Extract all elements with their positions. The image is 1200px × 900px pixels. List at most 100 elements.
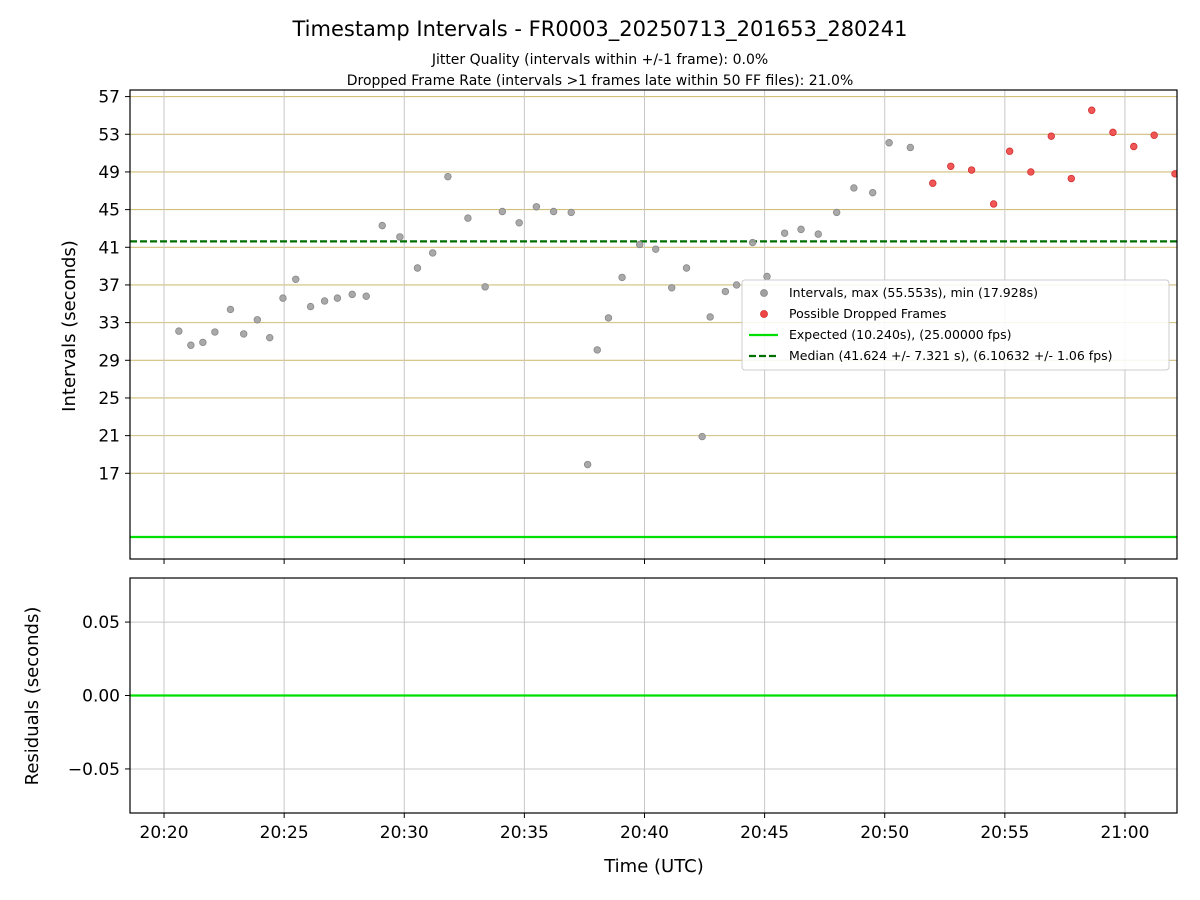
interval-point [378, 221, 386, 230]
interval-point [668, 284, 676, 292]
interval-point [832, 208, 841, 217]
interval-point [362, 292, 370, 300]
interval-point [780, 229, 789, 237]
intervals-y-tick-label: 37 [98, 276, 120, 296]
x-tick-label: 21:00 [1100, 823, 1149, 843]
interval-point [333, 294, 342, 302]
interval-point [604, 314, 613, 322]
intervals-plot-frame [129, 89, 1178, 560]
interval-point [481, 283, 489, 291]
interval-point [682, 264, 691, 272]
dropped-frame-point [989, 200, 998, 208]
residuals-y-axis-label: Residuals (seconds) [22, 607, 43, 786]
interval-point [306, 302, 315, 311]
dropped-frame-point [1130, 142, 1138, 151]
residuals-y-tick-label: 0.00 [82, 687, 120, 707]
x-tick-label: 20:25 [260, 823, 309, 843]
dropped-frame-point [1088, 106, 1096, 114]
dropped-frame-point [1027, 168, 1035, 176]
interval-point [266, 333, 274, 342]
intervals-y-tick-label: 57 [98, 88, 120, 108]
interval-point [869, 188, 877, 197]
interval-point [515, 219, 523, 227]
interval-point [253, 316, 262, 324]
intervals-y-tick-label: 41 [98, 238, 120, 258]
intervals-y-tick-label: 29 [98, 351, 120, 371]
interval-point [320, 297, 329, 305]
legend-label-dropped: Possible Dropped Frames [789, 306, 946, 321]
interval-point [428, 249, 437, 257]
dropped-frame-point [967, 166, 976, 174]
legend-marker-intervals [760, 289, 768, 297]
x-tick-label: 20:35 [500, 823, 549, 843]
interval-point [618, 273, 626, 282]
interval-point [175, 327, 183, 335]
interval-point [721, 287, 730, 296]
chart-title: Timestamp Intervals - FR0003_20250713_20… [291, 17, 907, 42]
interval-point [748, 238, 757, 247]
interval-point [698, 432, 706, 441]
interval-point [279, 294, 287, 302]
dropped-frame-point [947, 162, 955, 170]
dropped-frame-point [1109, 128, 1117, 137]
intervals-y-tick-label: 17 [98, 464, 120, 484]
residuals-plot-frame [129, 577, 1178, 814]
interval-point [292, 275, 300, 283]
dropped-frame-point [929, 179, 937, 187]
interval-point [797, 225, 805, 234]
legend-marker-dropped [760, 310, 768, 318]
dropped-frame-point [1171, 170, 1177, 178]
interval-point [199, 338, 207, 347]
interval-point [413, 264, 422, 272]
interval-point [187, 341, 195, 349]
chart-subtitle-jitter: Jitter Quality (intervals within +/-1 fr… [431, 52, 768, 68]
interval-point [732, 281, 741, 289]
interval-point [706, 313, 714, 321]
interval-point [240, 330, 248, 338]
interval-point [814, 230, 822, 238]
intervals-y-tick-label: 45 [98, 201, 120, 221]
x-tick-label: 20:30 [380, 823, 429, 843]
x-tick-label: 20:50 [860, 823, 909, 843]
dropped-frame-point [1150, 131, 1158, 139]
x-tick-label: 20:20 [140, 823, 189, 843]
intervals-y-tick-label: 25 [98, 389, 120, 409]
interval-point [850, 184, 858, 192]
interval-point [464, 214, 472, 222]
interval-point [635, 240, 644, 249]
intervals-y-tick-label: 33 [98, 314, 120, 334]
dropped-frame-point [1067, 174, 1075, 183]
interval-point [906, 143, 915, 152]
interval-point [763, 272, 771, 281]
legend: Intervals, max (55.553s), min (17.928s) … [741, 279, 1170, 371]
interval-point [885, 139, 893, 147]
intervals-points [175, 106, 1177, 469]
dropped-frame-point [1047, 132, 1055, 140]
x-axis-label: Time (UTC) [603, 856, 704, 877]
residuals-plot: 0.05 0.00 −0.05 20:20 20:25 20:30 20:35 20:40 20… [68, 577, 1178, 843]
interval-point [567, 208, 575, 217]
interval-point [211, 328, 219, 336]
intervals-y-tick-label: 53 [98, 125, 120, 145]
chart-subtitle-dropped: Dropped Frame Rate (intervals >1 frames … [347, 73, 854, 89]
interval-point [583, 460, 592, 469]
interval-point [348, 290, 356, 299]
interval-point [593, 346, 601, 354]
dropped-frame-point [1005, 147, 1014, 155]
legend-label-median: Median (41.624 +/- 7.321 s), (6.10632 +/… [789, 348, 1113, 363]
interval-point [226, 305, 235, 314]
interval-point [498, 207, 507, 216]
legend-box [741, 279, 1170, 371]
interval-point [652, 245, 660, 253]
x-tick-label: 20:40 [620, 823, 669, 843]
x-tick-label: 20:55 [980, 823, 1029, 843]
intervals-y-tick-label: 21 [98, 427, 120, 447]
intervals-y-axis-label: Intervals (seconds) [59, 240, 80, 412]
intervals-plot: 17 21 25 29 33 37 41 45 49 53 57 [98, 88, 1178, 564]
legend-label-expected: Expected (10.240s), (25.00000 fps) [789, 327, 1011, 342]
residuals-y-tick-label: 0.05 [82, 613, 120, 633]
interval-point [444, 172, 452, 181]
x-tick-label: 20:45 [740, 823, 789, 843]
interval-point [549, 207, 558, 216]
